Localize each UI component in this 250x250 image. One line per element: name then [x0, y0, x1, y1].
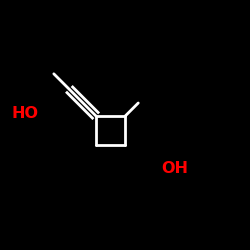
- Text: OH: OH: [161, 161, 188, 176]
- Text: HO: HO: [12, 106, 39, 121]
